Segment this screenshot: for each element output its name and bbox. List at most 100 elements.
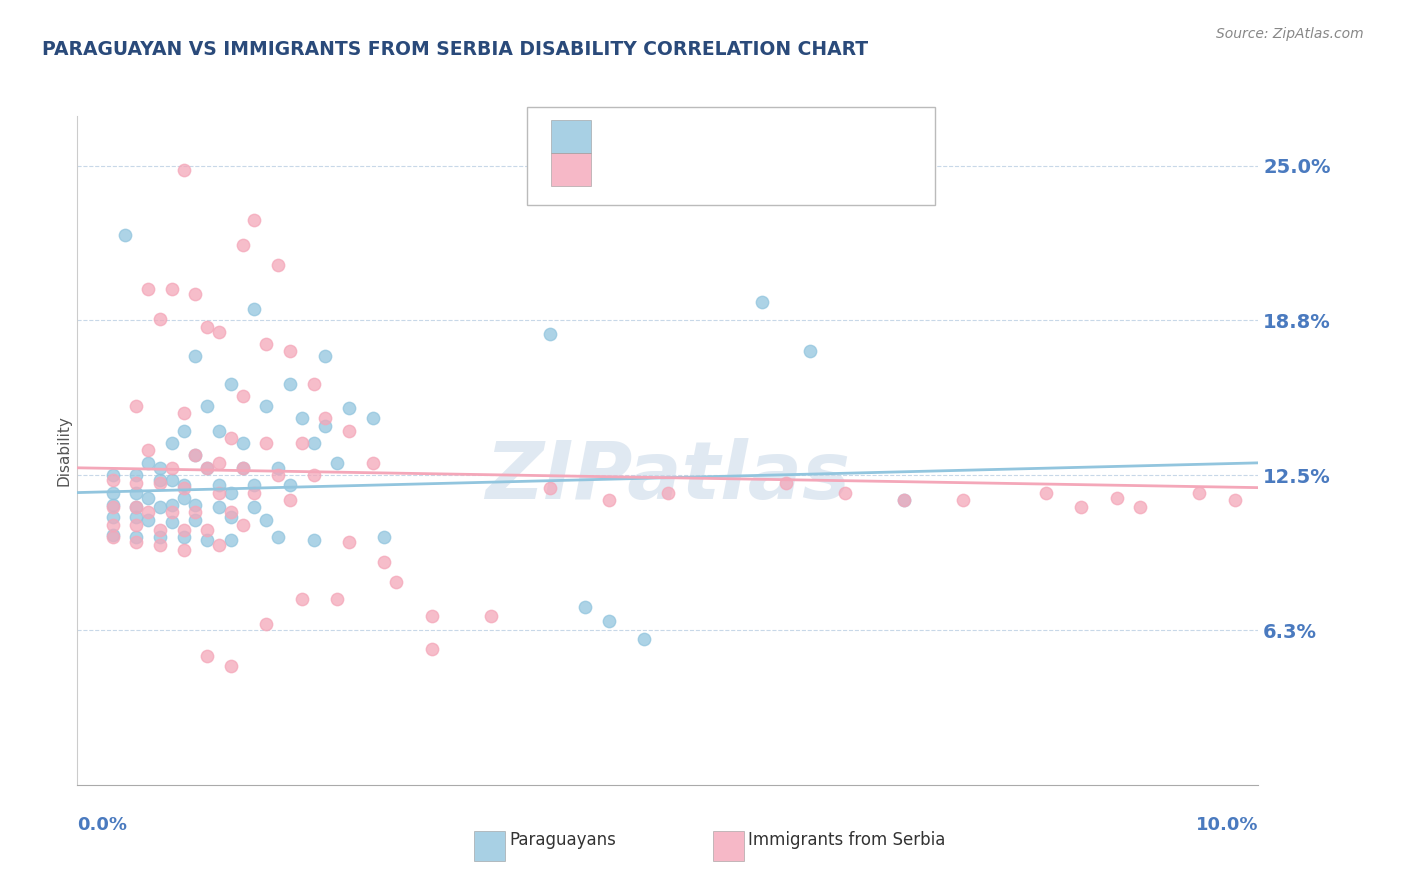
Point xyxy=(136,505,159,519)
Point xyxy=(219,431,242,445)
Point xyxy=(1070,500,1092,515)
Point xyxy=(291,592,314,607)
Point xyxy=(160,498,183,512)
Point xyxy=(184,505,207,519)
Text: PARAGUAYAN VS IMMIGRANTS FROM SERBIA DISABILITY CORRELATION CHART: PARAGUAYAN VS IMMIGRANTS FROM SERBIA DIS… xyxy=(42,40,869,59)
Point xyxy=(125,530,148,544)
Point xyxy=(125,535,148,549)
Point xyxy=(232,389,254,403)
Point xyxy=(243,500,266,515)
Point xyxy=(302,533,325,547)
Point xyxy=(326,592,349,607)
Point xyxy=(173,478,195,492)
Point xyxy=(195,319,218,334)
Point xyxy=(173,542,195,557)
Point xyxy=(195,649,218,664)
Point xyxy=(538,481,561,495)
Point xyxy=(173,481,195,495)
Point xyxy=(125,475,148,490)
Point xyxy=(373,530,395,544)
Text: 0.0%: 0.0% xyxy=(77,816,128,834)
Point xyxy=(149,475,172,490)
Point xyxy=(195,523,218,537)
Point xyxy=(479,609,502,624)
Point xyxy=(574,599,596,614)
Point xyxy=(267,460,290,475)
Point xyxy=(219,659,242,673)
Y-axis label: Disability: Disability xyxy=(56,415,72,486)
Point xyxy=(232,237,254,252)
Point xyxy=(1129,500,1152,515)
Point xyxy=(195,460,218,475)
Point xyxy=(173,530,195,544)
Point xyxy=(101,527,124,541)
Point xyxy=(136,282,159,296)
Point xyxy=(160,473,183,487)
Point xyxy=(834,485,856,500)
Point xyxy=(136,443,159,458)
Point xyxy=(598,493,620,508)
Point xyxy=(337,535,360,549)
Point xyxy=(160,282,183,296)
Point xyxy=(184,513,207,527)
Point xyxy=(173,424,195,438)
Point xyxy=(291,411,314,425)
Point xyxy=(125,517,148,532)
Point xyxy=(208,478,231,492)
Point xyxy=(219,485,242,500)
Point xyxy=(101,498,124,512)
Text: R =  0.054   N = 67: R = 0.054 N = 67 xyxy=(607,124,799,142)
Point xyxy=(149,530,172,544)
Point xyxy=(254,616,277,631)
Point xyxy=(291,436,314,450)
Point xyxy=(219,505,242,519)
Point xyxy=(219,376,242,391)
Point xyxy=(314,418,336,433)
Point xyxy=(314,349,336,363)
Point xyxy=(1035,485,1057,500)
Text: ZIPatlas: ZIPatlas xyxy=(485,438,851,516)
Point xyxy=(149,523,172,537)
Point xyxy=(232,517,254,532)
Point xyxy=(278,344,301,359)
Text: 10.0%: 10.0% xyxy=(1197,816,1258,834)
Point xyxy=(337,401,360,416)
Point xyxy=(195,460,218,475)
Point xyxy=(208,500,231,515)
Point xyxy=(232,460,254,475)
Point xyxy=(254,399,277,413)
Point xyxy=(657,485,679,500)
Point xyxy=(420,609,443,624)
Point xyxy=(208,325,231,339)
Point xyxy=(219,533,242,547)
Point xyxy=(184,287,207,301)
Point xyxy=(101,510,124,524)
Point xyxy=(1105,491,1128,505)
Point xyxy=(101,500,124,515)
Point xyxy=(136,491,159,505)
Point xyxy=(799,344,821,359)
Point xyxy=(775,475,797,490)
Point xyxy=(149,473,172,487)
Point xyxy=(125,500,148,515)
Point xyxy=(219,510,242,524)
Point xyxy=(302,468,325,483)
Point xyxy=(149,312,172,326)
Point xyxy=(208,456,231,470)
Point xyxy=(125,468,148,483)
Text: R = -0.023   N = 80: R = -0.023 N = 80 xyxy=(607,157,800,175)
Point xyxy=(326,456,349,470)
Point xyxy=(893,493,915,508)
Point xyxy=(420,641,443,656)
Point xyxy=(101,468,124,483)
Point xyxy=(302,436,325,450)
Point xyxy=(893,493,915,508)
Point xyxy=(633,632,655,646)
Point xyxy=(1188,485,1211,500)
Point xyxy=(101,530,124,544)
Point xyxy=(149,500,172,515)
Point xyxy=(254,436,277,450)
Point xyxy=(373,555,395,569)
Point xyxy=(160,505,183,519)
Point xyxy=(267,468,290,483)
